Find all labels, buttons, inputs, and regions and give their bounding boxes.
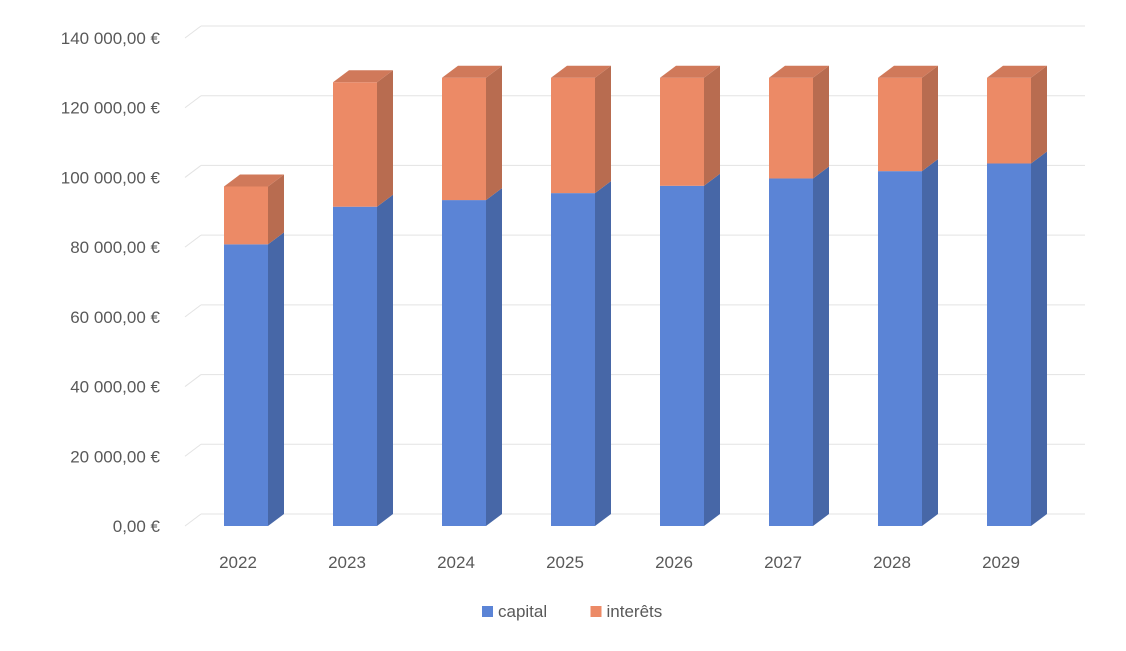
bar-side	[377, 70, 393, 207]
x-tick-label: 2026	[655, 553, 693, 572]
gridline-depth	[184, 95, 202, 109]
bar-top	[769, 65, 829, 78]
bar-top	[442, 65, 502, 78]
bar-side	[1031, 65, 1047, 164]
bar-top	[878, 65, 938, 78]
bar-front	[660, 77, 704, 186]
bar-capital-2022	[224, 232, 284, 526]
x-axis: 2022 2023 2024 2025 2026 2027 2028 2029	[219, 553, 1020, 572]
bar-front	[987, 77, 1031, 164]
bar-front	[878, 77, 922, 172]
bar-capital-2028	[878, 159, 938, 526]
y-tick-label: 120 000,00 €	[61, 99, 161, 118]
legend-label: interêts	[607, 602, 663, 621]
gridline-depth	[184, 25, 202, 39]
gridline-depth	[184, 304, 202, 318]
x-tick-label: 2029	[982, 553, 1020, 572]
bar-side	[595, 181, 611, 526]
bar-side	[813, 65, 829, 179]
bar-front	[224, 244, 268, 526]
bar-front	[442, 200, 486, 527]
x-tick-label: 2027	[764, 553, 802, 572]
bar-side	[595, 65, 611, 194]
bar-top	[224, 174, 284, 187]
y-tick-label: 20 000,00 €	[70, 447, 160, 466]
gridline-depth	[184, 165, 202, 178]
bar-front	[878, 171, 922, 526]
bar-side	[268, 174, 284, 245]
bar-front	[333, 206, 377, 527]
bar-capital-2026	[660, 173, 720, 526]
bar-side	[268, 232, 284, 526]
y-tick-label: 40 000,00 €	[70, 378, 160, 397]
bar-capital-2023	[333, 194, 393, 527]
gridline-depth	[184, 513, 202, 527]
gridline-depth	[184, 374, 202, 387]
bar-side	[377, 194, 393, 527]
bar-interêts-2024	[442, 65, 502, 201]
gridline-depth	[184, 443, 202, 457]
bar-top	[987, 65, 1047, 78]
bars	[224, 65, 1047, 527]
legend-item-capital: capital	[482, 602, 547, 621]
bar-side	[704, 65, 720, 186]
bar-front	[660, 185, 704, 526]
bar-interêts-2027	[769, 65, 829, 179]
y-axis: 0,00 € 20 000,00 € 40 000,00 € 60 000,00 € 8…	[61, 29, 161, 536]
bar-capital-2029	[987, 151, 1047, 526]
bar-interêts-2029	[987, 65, 1047, 164]
gridline-depth	[184, 234, 202, 248]
bar-interêts-2028	[878, 65, 938, 172]
bar-side	[486, 65, 502, 201]
y-tick-label: 60 000,00 €	[70, 308, 160, 327]
legend-swatch	[482, 606, 493, 617]
legend-swatch	[590, 606, 602, 617]
y-tick-label: 100 000,00 €	[61, 168, 161, 187]
bar-side	[486, 188, 502, 527]
y-tick-label: 0,00 €	[113, 517, 161, 536]
gridlines	[184, 25, 1085, 527]
bar-front	[551, 193, 595, 526]
x-tick-label: 2024	[437, 553, 475, 572]
legend-label: capital	[498, 602, 547, 621]
y-tick-label: 80 000,00 €	[70, 238, 160, 257]
x-tick-label: 2023	[328, 553, 366, 572]
bar-front	[442, 77, 486, 201]
bar-interêts-2025	[551, 65, 611, 194]
x-tick-label: 2025	[546, 553, 584, 572]
bar-side	[704, 173, 720, 526]
bar-top	[551, 65, 611, 78]
x-tick-label: 2022	[219, 553, 257, 572]
bar-front	[769, 178, 813, 526]
bar-front	[224, 186, 268, 245]
bar-top	[660, 65, 720, 78]
bar-interêts-2022	[224, 174, 284, 245]
bar-capital-2027	[769, 166, 829, 526]
legend-item-interêts: interêts	[590, 602, 663, 621]
bar-side	[922, 65, 938, 172]
bar-side	[1031, 151, 1047, 526]
y-tick-label: 140 000,00 €	[61, 29, 161, 48]
bar-interêts-2026	[660, 65, 720, 186]
bar-front	[987, 163, 1031, 526]
x-tick-label: 2028	[873, 553, 911, 572]
bar-side	[813, 166, 829, 526]
bar-top	[333, 70, 393, 83]
legend: capital interêts	[482, 602, 662, 621]
bar-capital-2025	[551, 181, 611, 526]
bar-front	[551, 77, 595, 194]
bar-side	[922, 159, 938, 526]
bar-front	[333, 82, 377, 207]
bar-interêts-2023	[333, 70, 393, 207]
bar-capital-2024	[442, 188, 502, 527]
bar-front	[769, 77, 813, 179]
